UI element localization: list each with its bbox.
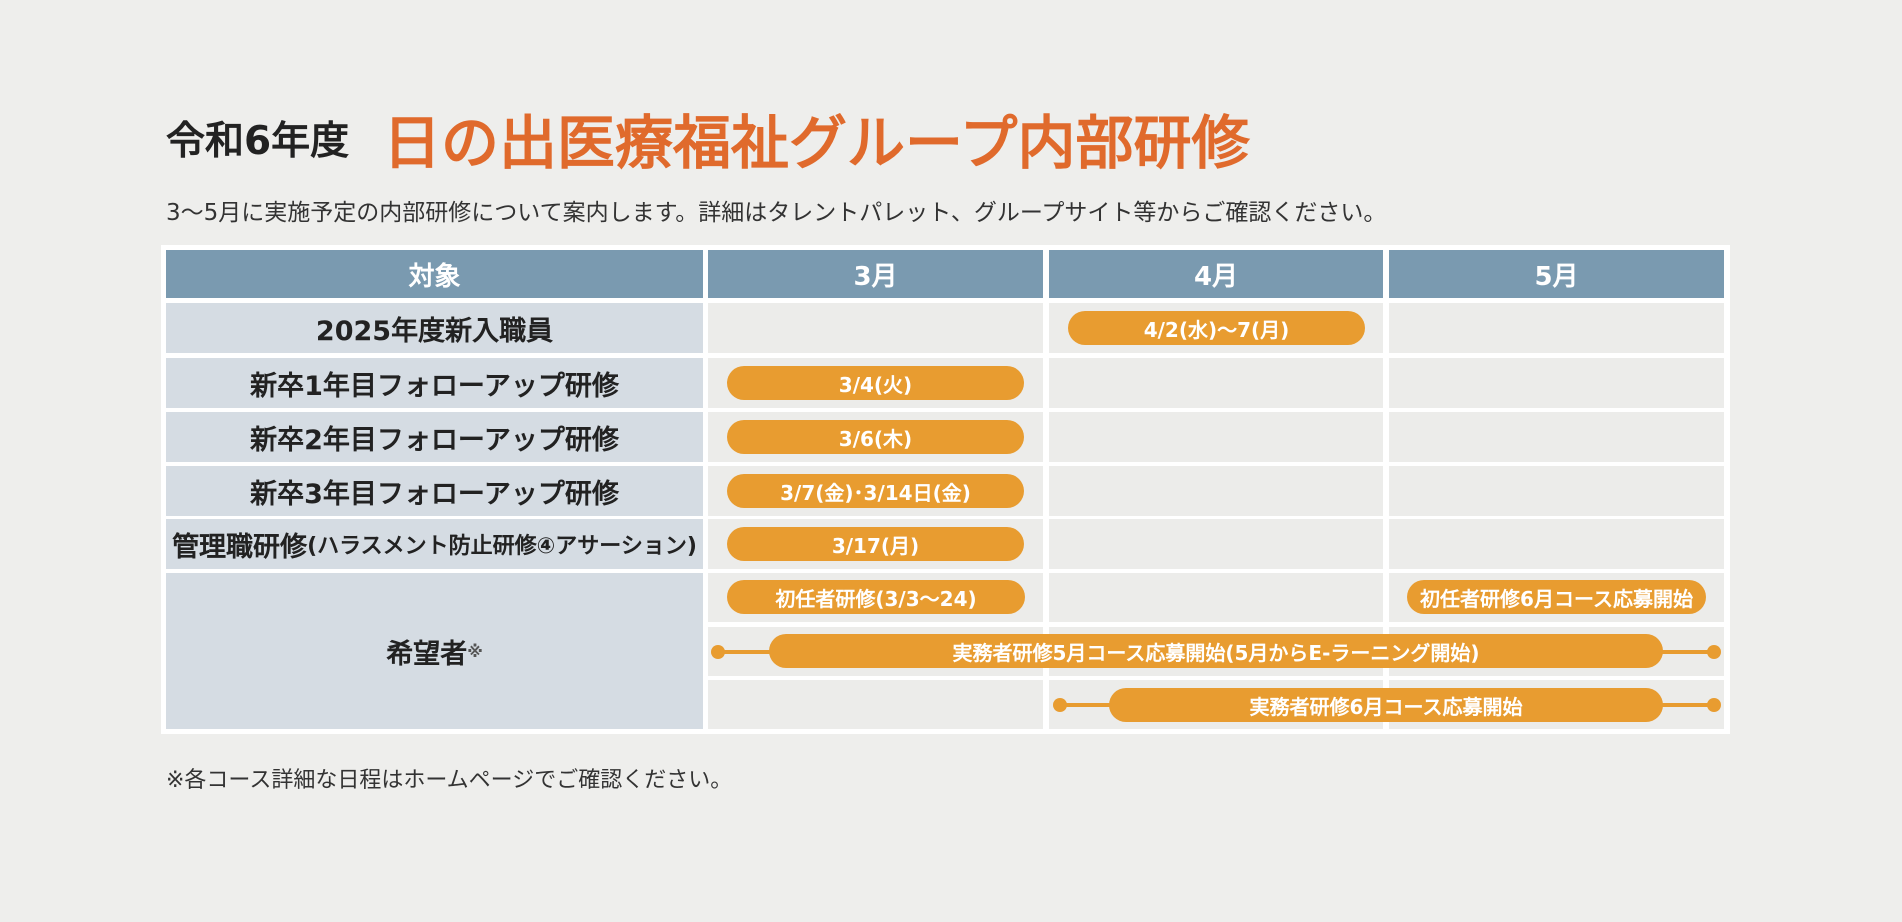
row-label: 管理職研修 (ハラスメント防止研修④アサーション) [166,519,703,569]
row-label: 2025年度新入職員 [166,303,703,353]
schedule-pill: 3/4(火) [727,366,1024,400]
row-label: 新卒3年目フォローアップ研修 [166,466,703,516]
cell [1049,573,1383,622]
cell [1049,358,1383,408]
schedule-pill: 初任者研修(3/3～24) [727,580,1025,614]
cell [1389,412,1724,462]
schedule-pill: 4/2(水)～7(月) [1068,311,1365,345]
label-text: 新卒3年目フォローアップ研修 [250,478,619,510]
label-text: 新卒1年目フォローアップ研修 [250,370,619,402]
label-text: 新卒2年目フォローアップ研修 [250,424,619,456]
cell [1049,519,1383,569]
footnote: ※各コース詳細な日程はホームページでご確認ください。 [166,768,733,793]
cell [1389,358,1724,408]
cell [708,680,1043,729]
cell [1389,519,1724,569]
cell [1389,303,1724,353]
column-header: 5月 [1389,250,1724,298]
schedule-pill: 実務者研修5月コース応募開始(5月からE-ラーニング開始) [769,634,1663,668]
row-label: 新卒1年目フォローアップ研修 [166,358,703,408]
title-prefix: 令和6年度 [166,119,350,164]
label-text: 2025年度新入職員 [315,315,554,347]
title: 日の出医療福祉グループ内部研修 [383,109,1250,177]
range-dot [1707,698,1721,712]
label-text: 希望者 [386,638,468,670]
schedule-pill: 実務者研修6月コース応募開始 [1109,688,1663,722]
cell [1389,466,1724,516]
label-note: (ハラスメント防止研修④アサーション) [307,534,697,559]
column-header: 4月 [1049,250,1383,298]
cell [1049,466,1383,516]
range-dot [1053,698,1067,712]
column-header: 対象 [166,250,703,298]
label-mark: ※ [467,641,483,661]
row-label: 希望者 ※ [166,573,703,729]
schedule-pill: 初任者研修6月コース応募開始 [1407,580,1706,614]
range-dot [711,645,725,659]
cell [708,303,1043,353]
range-dot [1707,645,1721,659]
subtitle: 3～5月に実施予定の内部研修について案内します。詳細はタレントパレット、グループ… [166,200,1387,226]
cell [1049,412,1383,462]
label-text: 管理職研修 [172,531,308,563]
row-label: 新卒2年目フォローアップ研修 [166,412,703,462]
column-header: 3月 [708,250,1043,298]
schedule-pill: 3/6(木) [727,420,1024,454]
schedule-pill: 3/17(月) [727,527,1024,561]
schedule-pill: 3/7(金)･3/14日(金) [727,474,1024,508]
